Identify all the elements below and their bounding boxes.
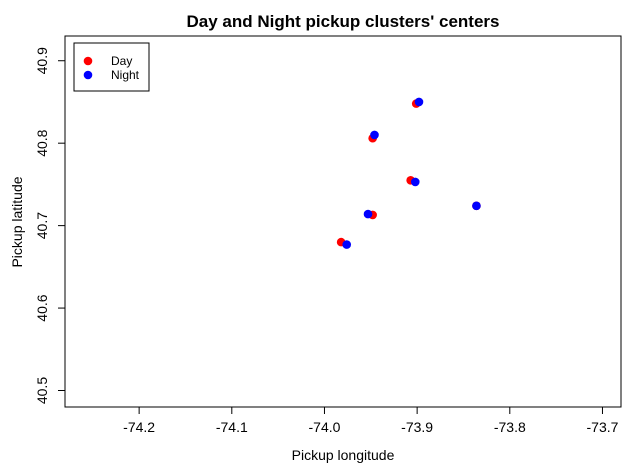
chart-title: Day and Night pickup clusters' centers xyxy=(187,12,500,31)
x-axis-label: Pickup longitude xyxy=(292,447,395,463)
legend-box xyxy=(73,42,150,92)
legend-night-label: Night xyxy=(111,68,140,82)
night-point xyxy=(414,97,424,107)
night-point xyxy=(370,130,379,140)
y-tick-label: 40.6 xyxy=(34,294,50,321)
night-point xyxy=(472,201,481,211)
y-axis-label: Pickup latitude xyxy=(9,176,25,267)
x-tick-label: -73.8 xyxy=(494,419,526,435)
x-tick-label: -74.2 xyxy=(123,419,155,435)
y-axis: 40.5 40.6 40.7 40.8 40.9 xyxy=(34,47,66,404)
x-tick-label: -74.1 xyxy=(216,419,248,435)
night-point xyxy=(363,209,373,219)
x-axis: -74.2 -74.1 -74.0 -73.9 -73.8 -73.7 xyxy=(123,406,619,435)
y-tick-label: 40.9 xyxy=(34,47,50,74)
x-tick-label: -73.7 xyxy=(587,419,619,435)
night-point xyxy=(410,177,420,187)
x-tick-label: -74.0 xyxy=(309,419,341,435)
y-tick-label: 40.5 xyxy=(34,377,50,404)
night-point xyxy=(342,240,352,249)
legend-night-marker xyxy=(83,70,93,80)
y-tick-label: 40.8 xyxy=(34,129,50,156)
data-points xyxy=(336,97,481,249)
y-tick-label: 40.7 xyxy=(34,212,50,239)
legend-day-marker xyxy=(83,56,93,66)
x-tick-label: -73.9 xyxy=(401,419,433,435)
legend-day-label: Day xyxy=(111,54,132,68)
